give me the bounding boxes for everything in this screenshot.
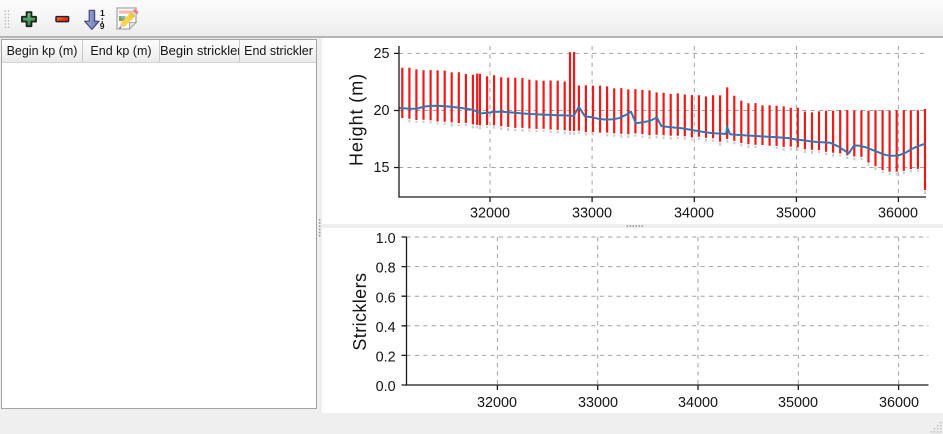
svg-text:0.8: 0.8 [376,261,396,277]
svg-text:20: 20 [373,103,389,119]
svg-text:0.6: 0.6 [376,290,396,306]
svg-text:0.0: 0.0 [376,379,396,395]
svg-text:0.4: 0.4 [376,320,396,336]
svg-text:32000: 32000 [470,206,510,222]
svg-text:1.0: 1.0 [376,231,396,247]
svg-text:15: 15 [373,160,389,176]
svg-text:36000: 36000 [879,395,919,411]
svg-text:35000: 35000 [776,206,816,222]
svg-text:0.2: 0.2 [376,350,396,366]
svg-text:9: 9 [100,21,105,31]
svg-text:1: 1 [100,8,105,18]
svg-text:Stricklers: Stricklers [350,273,370,351]
svg-text:32000: 32000 [477,395,517,411]
svg-text:36000: 36000 [878,206,918,222]
svg-text:33000: 33000 [572,206,612,222]
svg-text:33000: 33000 [578,395,618,411]
svg-text:35000: 35000 [778,395,818,411]
svg-text:34000: 34000 [674,206,714,222]
svg-text:34000: 34000 [678,395,718,411]
svg-text:25: 25 [373,46,389,62]
svg-text:Height (m): Height (m) [347,73,367,166]
